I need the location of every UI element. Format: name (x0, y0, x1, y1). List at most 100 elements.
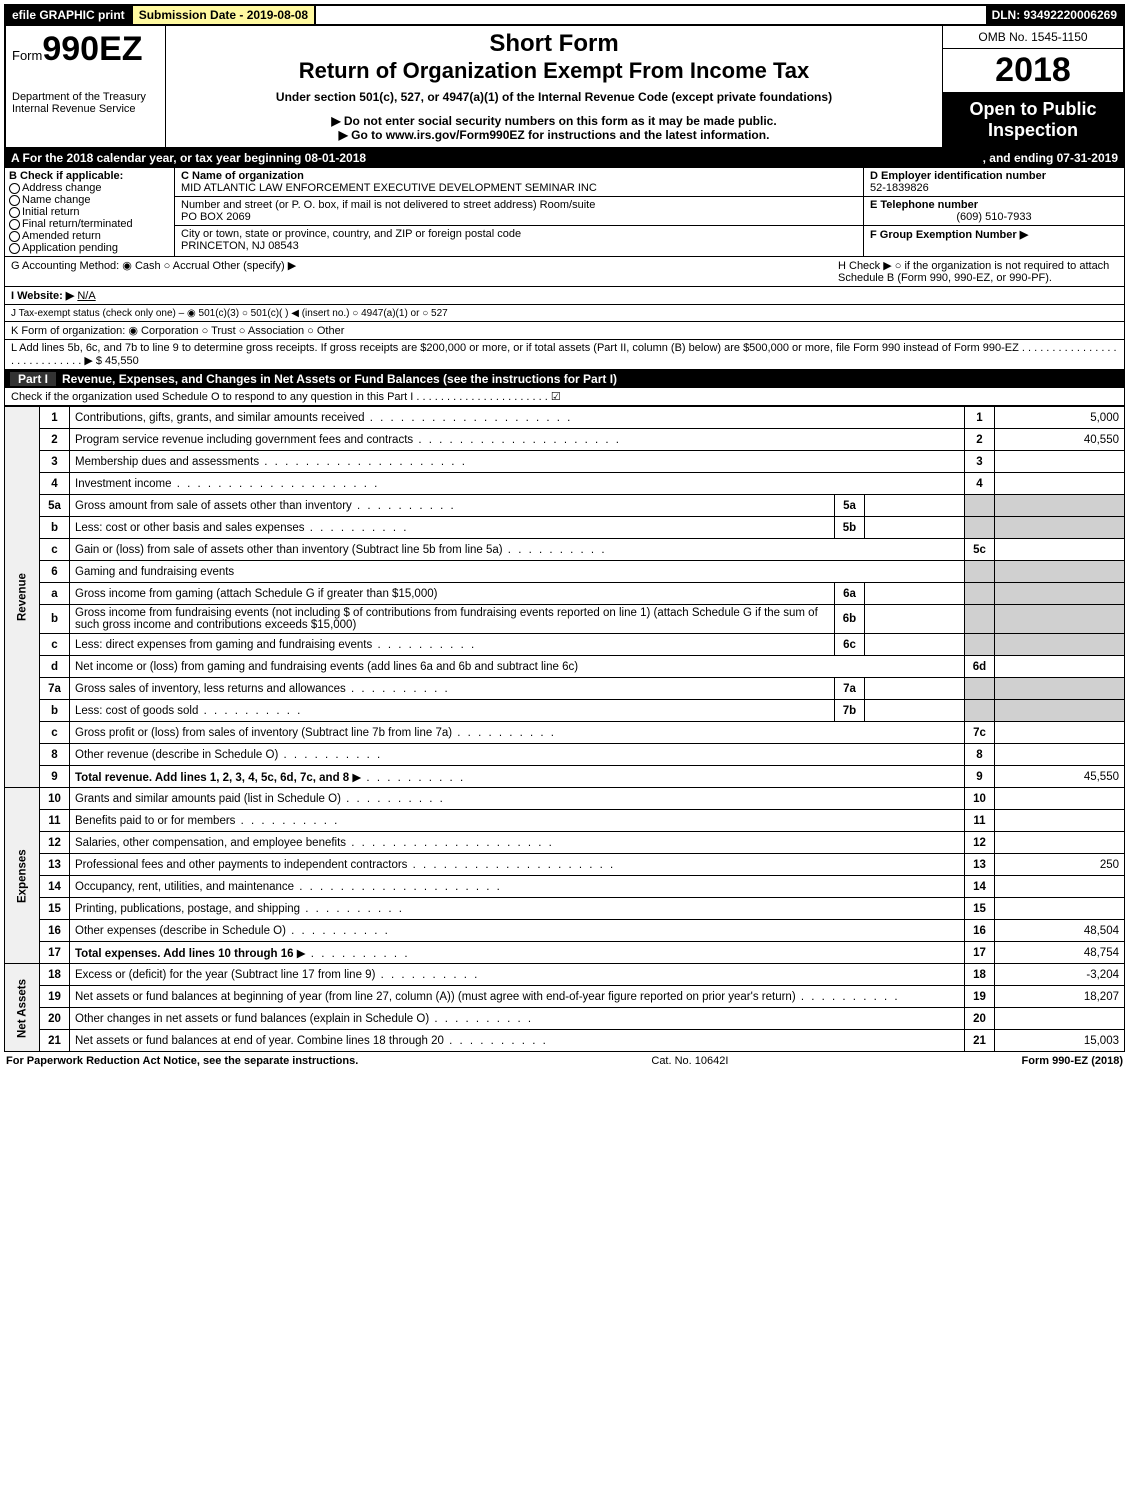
b-item[interactable]: Name change (9, 194, 170, 206)
mini-value (865, 605, 965, 634)
line-label: Total revenue. Add lines 1, 2, 3, 4, 5c,… (70, 766, 965, 788)
line-l: L Add lines 5b, 6c, and 7b to line 9 to … (4, 340, 1125, 370)
line-value: 48,754 (995, 942, 1125, 964)
short-form-title: Short Form (176, 30, 932, 58)
line-value (995, 788, 1125, 810)
line-label: Less: cost of goods sold (70, 700, 835, 722)
b-item[interactable]: Initial return (9, 206, 170, 218)
line-value: 250 (995, 854, 1125, 876)
c-label: C Name of organization (181, 170, 304, 182)
num: 1 (965, 407, 995, 429)
submission-date: Submission Date - 2019-08-08 (133, 6, 316, 24)
line-h: H Check ▶ ○ if the organization is not r… (838, 259, 1118, 284)
line-value: -3,204 (995, 964, 1125, 986)
b-item[interactable]: Address change (9, 182, 170, 194)
line-a: A For the 2018 calendar year, or tax yea… (4, 149, 1125, 168)
line-value (995, 473, 1125, 495)
line-value: 18,207 (995, 986, 1125, 1008)
goto-note: ▶ Go to www.irs.gov/Form990EZ for instru… (176, 128, 932, 142)
org-name: MID ATLANTIC LAW ENFORCEMENT EXECUTIVE D… (181, 182, 597, 194)
line-value: 45,550 (995, 766, 1125, 788)
footer-left: For Paperwork Reduction Act Notice, see … (6, 1055, 358, 1067)
line-value (995, 451, 1125, 473)
line-label: Gross profit or (loss) from sales of inv… (70, 722, 965, 744)
col-c: C Name of organizationMID ATLANTIC LAW E… (175, 168, 864, 256)
line-k: K Form of organization: ◉ Corporation ○ … (4, 322, 1125, 340)
org-city: PRINCETON, NJ 08543 (181, 240, 299, 252)
phone: (609) 510-7933 (870, 211, 1118, 223)
mini-value (865, 634, 965, 656)
mini-value (865, 700, 965, 722)
line-label: Investment income (70, 473, 965, 495)
line-label: Occupancy, rent, utilities, and maintena… (70, 876, 965, 898)
line-value (995, 539, 1125, 561)
city-label: City or town, state or province, country… (181, 228, 521, 240)
line-label: Gaming and fundraising events (70, 561, 965, 583)
b-label: B Check if applicable: (9, 170, 123, 182)
mini-value (865, 495, 965, 517)
line-value (995, 876, 1125, 898)
irs-label: Internal Revenue Service (12, 103, 159, 115)
dln-label: DLN: 93492220006269 (986, 6, 1123, 24)
line-label: Less: cost or other basis and sales expe… (70, 517, 835, 539)
line-label: Gross income from fundraising events (no… (70, 605, 835, 634)
line-label: Net assets or fund balances at end of ye… (70, 1030, 965, 1052)
section-revenue: Revenue (5, 407, 40, 788)
e-label: E Telephone number (870, 199, 978, 211)
line-value: 40,550 (995, 429, 1125, 451)
f-label: F Group Exemption Number ▶ (870, 229, 1028, 241)
footer-right: Form 990-EZ (2018) (1022, 1055, 1123, 1067)
open-inspection: Open to Public Inspection (943, 93, 1123, 147)
top-bar: efile GRAPHIC print Submission Date - 20… (4, 4, 1125, 26)
section-expenses: Expenses (5, 788, 40, 964)
line-label: Benefits paid to or for members (70, 810, 965, 832)
line-label: Net assets or fund balances at beginning… (70, 986, 965, 1008)
line-label: Net income or (loss) from gaming and fun… (70, 656, 965, 678)
line-value (995, 722, 1125, 744)
line-value (995, 1008, 1125, 1030)
return-title: Return of Organization Exempt From Incom… (176, 58, 932, 84)
form-header: Form990EZ Department of the Treasury Int… (4, 26, 1125, 149)
mini-value (865, 678, 965, 700)
line-label: Printing, publications, postage, and shi… (70, 898, 965, 920)
line-value (995, 744, 1125, 766)
tax-year: 2018 (943, 49, 1123, 93)
line-label: Membership dues and assessments (70, 451, 965, 473)
line-value (995, 656, 1125, 678)
line-label: Professional fees and other payments to … (70, 854, 965, 876)
line-label: Less: direct expenses from gaming and fu… (70, 634, 835, 656)
b-item[interactable]: Amended return (9, 230, 170, 242)
line-label: Gain or (loss) from sale of assets other… (70, 539, 965, 561)
col-de: D Employer identification number52-18398… (864, 168, 1124, 256)
efile-label: efile GRAPHIC print (6, 6, 133, 24)
line-value: 5,000 (995, 407, 1125, 429)
line-label: Excess or (deficit) for the year (Subtra… (70, 964, 965, 986)
entity-block: B Check if applicable: Address change Na… (4, 168, 1125, 257)
line-label: Program service revenue including govern… (70, 429, 965, 451)
line-value (995, 832, 1125, 854)
website-value: N/A (77, 290, 95, 302)
line-label: Other revenue (describe in Schedule O) (70, 744, 965, 766)
line-value (995, 898, 1125, 920)
line-label: Gross income from gaming (attach Schedul… (70, 583, 835, 605)
ln: 1 (40, 407, 70, 429)
line-value: 15,003 (995, 1030, 1125, 1052)
b-item[interactable]: Final return/terminated (9, 218, 170, 230)
line-label: Contributions, gifts, grants, and simila… (70, 407, 965, 429)
line-label: Total expenses. Add lines 10 through 16 … (70, 942, 965, 964)
part1-title: Revenue, Expenses, and Changes in Net As… (62, 372, 617, 386)
ein: 52-1839826 (870, 182, 929, 194)
part1-check: Check if the organization used Schedule … (4, 388, 1125, 406)
footer-center: Cat. No. 10642I (358, 1055, 1021, 1067)
lines-table: Revenue 1 Contributions, gifts, grants, … (4, 406, 1125, 1052)
b-item[interactable]: Application pending (9, 242, 170, 254)
line-label: Salaries, other compensation, and employ… (70, 832, 965, 854)
line-a-right: , and ending 07-31-2019 (983, 151, 1118, 165)
line-value (995, 810, 1125, 832)
form-prefix: Form (12, 48, 42, 63)
col-b: B Check if applicable: Address change Na… (5, 168, 175, 256)
section-netassets: Net Assets (5, 964, 40, 1052)
line-label: Other changes in net assets or fund bala… (70, 1008, 965, 1030)
page-footer: For Paperwork Reduction Act Notice, see … (4, 1052, 1125, 1070)
form-number: 990EZ (42, 30, 142, 68)
